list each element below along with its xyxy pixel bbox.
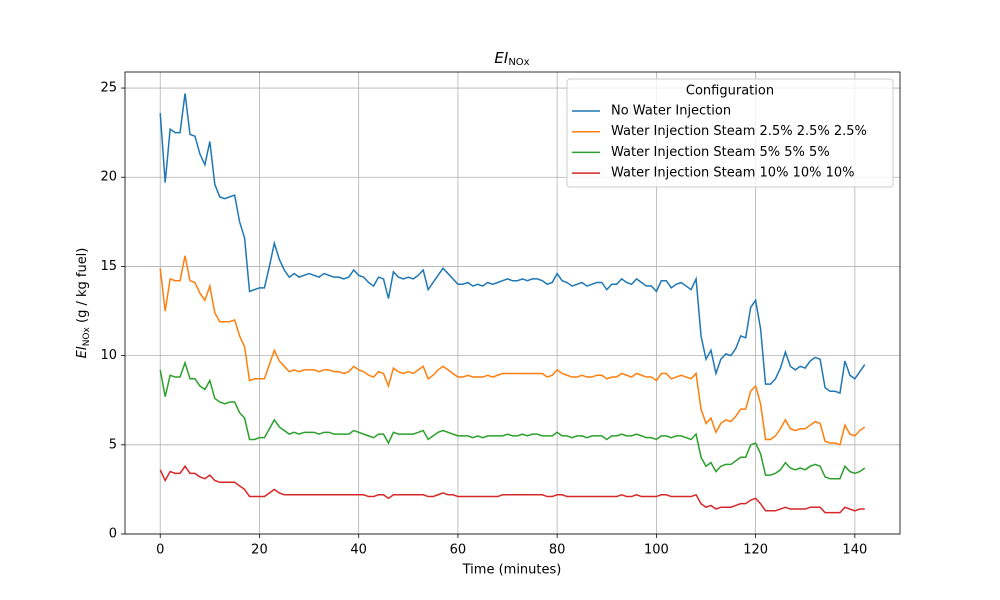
- y-tick-label: 5: [109, 437, 117, 452]
- x-tick-label: 100: [644, 543, 669, 558]
- x-tick-label: 60: [450, 543, 467, 558]
- title-sub: NOx: [508, 57, 529, 68]
- y-tick-label: 15: [100, 259, 117, 274]
- x-tick-label: 140: [842, 543, 867, 558]
- chart-title: EINOx: [494, 49, 529, 69]
- ylabel-rest: (g / kg fuel): [75, 248, 90, 328]
- x-tick-label: 0: [156, 543, 164, 558]
- y-tick-label: 10: [100, 348, 117, 363]
- y-axis-label: EINOx (g / kg fuel): [75, 248, 92, 359]
- line-series: [159, 360, 866, 480]
- y-tick-label: 20: [100, 170, 117, 185]
- legend-label: No Water Injection: [611, 104, 731, 119]
- x-axis-label: Time (minutes): [462, 563, 562, 578]
- legend-title: Configuration: [686, 84, 774, 99]
- legend-label: Water Injection Steam 10% 10% 10%: [611, 166, 854, 181]
- x-tick-label: 120: [743, 543, 768, 558]
- ylabel-main: EI: [75, 346, 90, 358]
- title-main: EI: [494, 49, 508, 67]
- y-tick-label: 0: [109, 527, 117, 542]
- ylabel-sub: NOx: [82, 326, 92, 346]
- legend-label: Water Injection Steam 5% 5% 5%: [611, 145, 830, 160]
- line-series: [159, 93, 866, 395]
- legend-box: [566, 78, 894, 188]
- line-series: [159, 255, 866, 446]
- legend-label: Water Injection Steam 2.5% 2.5% 2.5%: [611, 124, 867, 139]
- x-tick-label: 80: [549, 543, 566, 558]
- x-tick-label: 40: [350, 543, 367, 558]
- x-tick-label: 20: [251, 543, 268, 558]
- plot-frame: [124, 71, 901, 535]
- y-tick-label: 25: [100, 81, 117, 96]
- line-series: [159, 464, 865, 514]
